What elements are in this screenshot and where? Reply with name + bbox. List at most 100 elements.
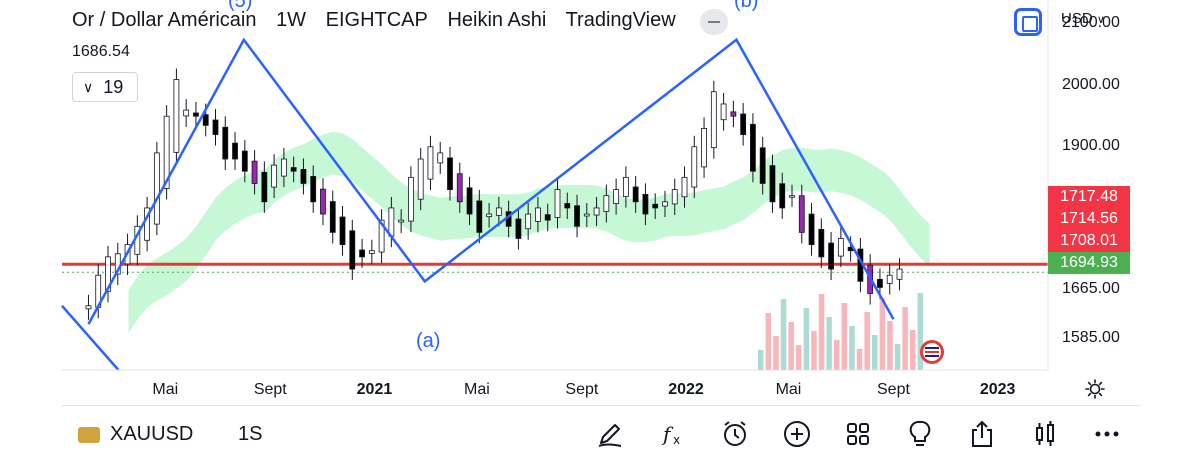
interval-label[interactable]: 1W	[276, 9, 307, 31]
candle-body	[837, 238, 844, 257]
symbol-name[interactable]: Or / Dollar Américain	[72, 9, 257, 31]
y-tick-label: 1900.00	[1062, 136, 1120, 154]
ichimoku-cloud	[128, 131, 930, 334]
lightbulb-icon[interactable]	[905, 419, 935, 449]
candle-body	[681, 176, 688, 198]
layout-grid-icon[interactable]	[843, 419, 873, 449]
cloud-band	[128, 131, 930, 334]
symbol-label: XAUUSD	[110, 423, 194, 445]
candle-body	[603, 195, 610, 212]
candle-body	[798, 195, 805, 233]
y-tick-label: 1665.00	[1062, 280, 1120, 298]
last-price: 1686.54	[72, 43, 130, 60]
interval-selector[interactable]: 1S	[238, 423, 263, 445]
candle-body	[544, 214, 551, 221]
candle-body	[251, 160, 258, 184]
candle-body	[710, 91, 717, 149]
candle-body	[515, 218, 522, 239]
candle-body	[622, 176, 629, 197]
volume-bar	[773, 336, 779, 370]
gold-bars-icon	[78, 426, 100, 443]
x-tick-label: Mai	[775, 381, 802, 398]
price-tag: 1717.48	[1048, 186, 1130, 208]
volume-bar	[826, 317, 832, 370]
chevron-down-icon: ∨	[83, 78, 94, 95]
candle-body	[632, 186, 639, 203]
y-tick-label: 2000.00	[1062, 75, 1120, 93]
candle-body	[300, 168, 307, 184]
wave-label-a: (a)	[416, 330, 441, 352]
alarm-clock-icon[interactable]	[720, 419, 750, 449]
candle-body	[671, 189, 678, 205]
brand-label: TradingView	[565, 9, 676, 31]
symbol-selector[interactable]: XAUUSD	[78, 423, 193, 446]
x-tick-label: 2023	[979, 381, 1016, 398]
indicators-toggle-button[interactable]: ∨ 19	[72, 72, 138, 102]
volume-bar	[879, 298, 886, 370]
candle-body	[877, 278, 883, 288]
indicators-fx-icon[interactable]: f x	[659, 419, 689, 449]
price-tag: 1708.01	[1048, 230, 1130, 252]
exchange-label: EIGHTCAP	[325, 9, 428, 31]
plus-circle-icon[interactable]	[782, 419, 812, 449]
volume-bars	[758, 293, 924, 370]
candle-body	[750, 123, 756, 172]
candle-body	[222, 126, 229, 160]
x-tick-label: 2022	[668, 381, 704, 398]
candles	[85, 68, 903, 320]
candle-body	[554, 189, 561, 218]
candle-body	[183, 109, 190, 117]
wave-label-5: (5)	[228, 0, 253, 12]
volume-bar	[872, 335, 878, 370]
candle-body	[193, 112, 199, 117]
candle-body	[495, 207, 502, 216]
minus-icon	[708, 21, 720, 23]
volume-bar	[856, 349, 863, 370]
fullscreen-button[interactable]	[1014, 8, 1042, 36]
y-tick-label: 1585.00	[1062, 329, 1120, 347]
elliott-wave	[61, 37, 895, 371]
candle-body	[818, 228, 825, 258]
fullscreen-icon	[1022, 16, 1038, 32]
volume-bar	[788, 322, 794, 370]
candle-body	[447, 157, 453, 190]
candle-body	[769, 165, 776, 203]
candle-body	[593, 207, 600, 216]
price-tag: 1694.93	[1048, 252, 1130, 274]
settings-icon[interactable]	[1085, 379, 1105, 399]
collapse-legend-button[interactable]	[700, 9, 728, 35]
share-icon[interactable]	[967, 419, 997, 449]
candle-body	[105, 256, 111, 292]
chart-style-label: Heikin Ashi	[447, 9, 547, 31]
candle-body	[886, 274, 893, 284]
currency-label: USD	[1061, 10, 1093, 27]
bottom-toolbar	[62, 405, 1140, 466]
candle-body	[730, 111, 737, 117]
volume-bar	[887, 321, 893, 370]
candle-chart-icon[interactable]	[1030, 419, 1060, 449]
draw-pen-icon[interactable]	[595, 419, 625, 449]
wave-line	[87, 37, 895, 325]
candle-body	[329, 201, 336, 233]
candle-body	[349, 230, 356, 270]
candle-body	[808, 213, 815, 246]
candle-body	[85, 305, 92, 310]
currency-selector[interactable]: USD ∨	[1061, 10, 1105, 27]
candle-body	[427, 146, 434, 180]
candle-body	[486, 213, 492, 218]
candle-body	[662, 201, 668, 207]
candle-body	[828, 242, 834, 270]
volume-bar	[834, 340, 840, 370]
candle-body	[720, 103, 727, 121]
candle-body	[789, 195, 795, 198]
more-options-icon[interactable]	[1092, 419, 1122, 449]
candle-body	[202, 114, 209, 126]
x-tick-label: 2021	[356, 381, 393, 398]
candle-body	[271, 164, 278, 188]
candle-body	[144, 207, 150, 241]
horizontal-lines	[62, 262, 1048, 273]
volume-bar	[780, 299, 787, 370]
x-tick-label: Sept	[877, 381, 910, 398]
candle-body	[613, 189, 620, 204]
